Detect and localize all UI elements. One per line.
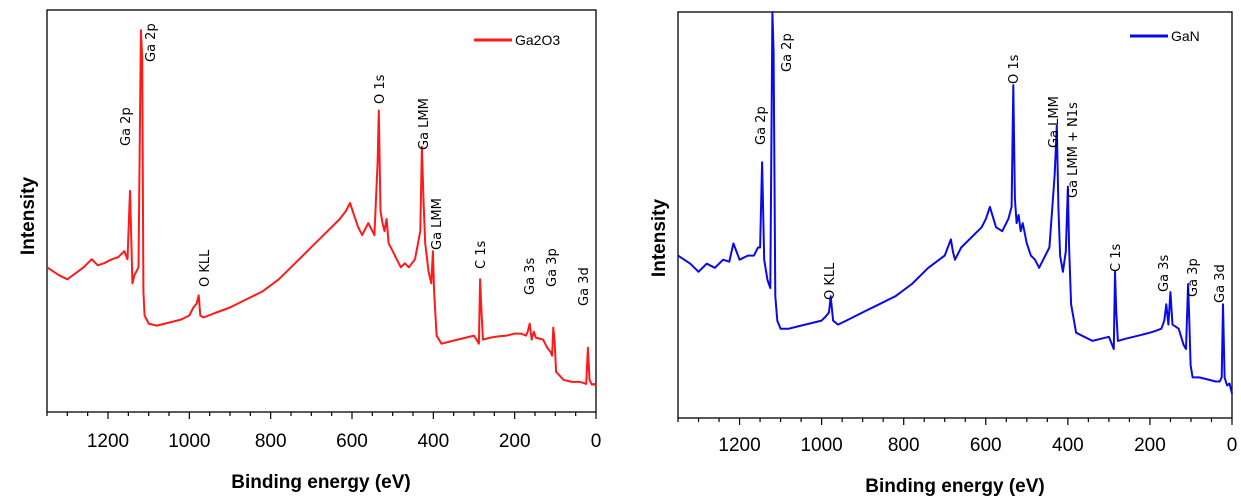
peak-label: O KLL	[198, 249, 213, 287]
plot-frame	[677, 11, 1233, 419]
x-tick-label: 400	[1052, 435, 1084, 456]
legend-label: Ga2O3	[515, 32, 560, 48]
peak-label: Ga 2p	[754, 106, 769, 145]
x-tick-label: 800	[888, 435, 920, 456]
x-tick-label: 200	[499, 431, 531, 452]
x-tick-label: 800	[255, 431, 287, 452]
peak-label: O KLL	[823, 262, 838, 300]
peak-label: Ga LMM	[417, 98, 432, 150]
legend: Ga2O3	[474, 32, 560, 48]
peak-label: O 1s	[1007, 54, 1022, 84]
peak-label: O 1s	[373, 74, 388, 104]
peak-label: Ga LMM + N1s	[1066, 102, 1081, 198]
series-line-gan	[677, 11, 1233, 394]
legend-label: GaN	[1171, 28, 1200, 44]
peak-label: Ga 2p	[119, 107, 134, 146]
x-tick-label: 200	[1134, 435, 1166, 456]
peak-label: Ga 3p	[545, 248, 560, 287]
x-axis-ticks: 1200 1000 800 600 400 200 0	[46, 412, 602, 452]
peak-label: Ga LMM	[1047, 96, 1062, 148]
plot-frame	[46, 9, 597, 413]
peak-label: Ga 3d	[1213, 264, 1228, 303]
y-axis-title: Intensity	[18, 177, 39, 256]
series-line-ga2o3	[46, 29, 597, 387]
x-tick-label: 1200	[87, 431, 129, 452]
peak-label: C 1s	[474, 241, 489, 269]
x-axis-title: Binding energy (eV)	[865, 476, 1044, 497]
x-tick-label: 0	[591, 431, 602, 452]
peak-label: Ga 2p	[144, 23, 159, 62]
x-axis-title: Binding energy (eV)	[231, 472, 410, 493]
x-tick-label: 600	[970, 435, 1002, 456]
peak-label: Ga 3d	[577, 267, 592, 306]
peak-label: Ga 3s	[1157, 255, 1172, 292]
peak-annotations: Ga 2p Ga 2p O KLL O 1s Ga LMM Ga LMM C 1…	[119, 23, 592, 306]
peak-label: Ga 3p	[1186, 258, 1201, 297]
x-tick-label: 1200	[718, 435, 760, 456]
x-tick-label: 1000	[800, 435, 842, 456]
peak-label: C 1s	[1109, 244, 1124, 272]
legend: GaN	[1130, 28, 1200, 44]
y-axis-title: Intensity	[649, 199, 670, 278]
gan-chart: 1200 1000 800 600 400 200 0 Binding energy (eV…	[649, 11, 1238, 497]
peak-label: Ga LMM	[430, 198, 445, 250]
x-tick-label: 1000	[168, 431, 210, 452]
x-tick-label: 0	[1227, 435, 1238, 456]
peak-label: Ga 2p	[780, 33, 795, 72]
peak-label: Ga 3s	[523, 258, 538, 295]
peak-annotations: Ga 2p Ga 2p O KLL O 1s Ga LMM Ga LMM + N…	[754, 33, 1228, 303]
x-tick-label: 600	[336, 431, 368, 452]
x-axis-ticks: 1200 1000 800 600 400 200 0	[677, 418, 1238, 456]
x-tick-label: 400	[417, 431, 449, 452]
ga2o3-chart: 1200 1000 800 600 400 200 0 Binding energy (eV…	[18, 9, 602, 493]
